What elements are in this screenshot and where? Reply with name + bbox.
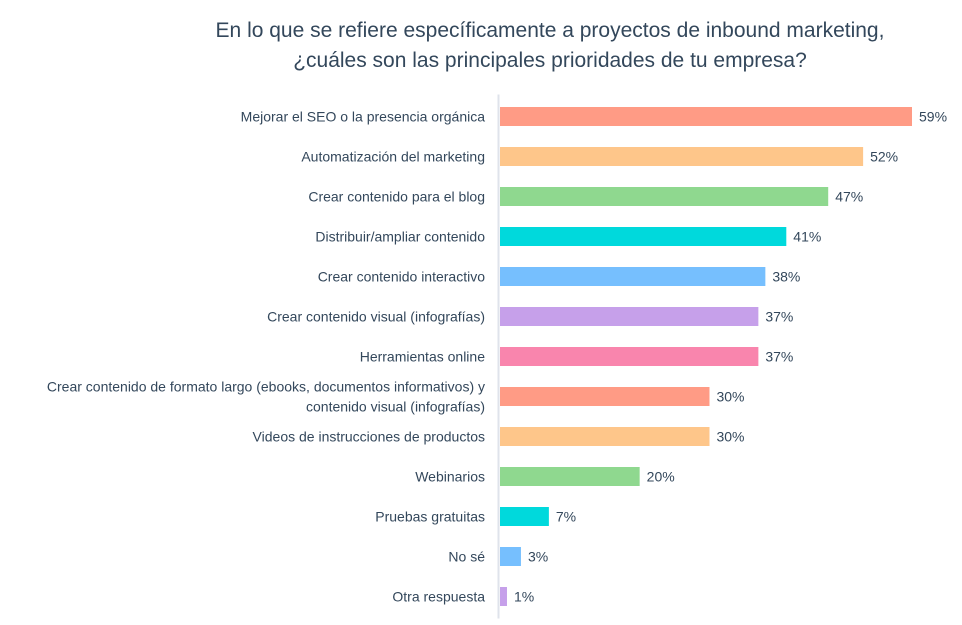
category-label-line: Crear contenido para el blog — [308, 189, 485, 205]
category-label-3: Crear contenido para el blog — [308, 189, 485, 205]
category-label-6: Crear contenido visual (infografías) — [267, 309, 485, 325]
value-label-3: 47% — [835, 189, 863, 205]
category-label-line: Crear contenido de formato largo (ebooks… — [47, 379, 485, 395]
value-label-1: 59% — [919, 109, 947, 125]
value-label-7: 37% — [765, 349, 793, 365]
bars-group — [500, 107, 912, 606]
bar-2 — [500, 147, 864, 166]
bar-11 — [500, 507, 549, 526]
chart-title: En lo que se refiere específicamente a p… — [180, 16, 920, 76]
category-label-9: Videos de instrucciones de productos — [253, 429, 485, 445]
category-label-line: Herramientas online — [360, 349, 485, 365]
category-label-2: Automatización del marketing — [301, 149, 485, 165]
category-label-10: Webinarios — [415, 469, 485, 485]
bar-7 — [500, 347, 759, 366]
bar-4 — [500, 227, 787, 246]
category-labels-group: Mejorar el SEO o la presencia orgánica Au… — [47, 109, 485, 605]
bar-8 — [500, 387, 710, 406]
category-label-4: Distribuir/ampliar contenido — [315, 229, 485, 245]
value-label-11: 7% — [556, 509, 576, 525]
value-label-12: 3% — [528, 549, 548, 565]
chart-title-line-2: ¿cuáles son las principales prioridades … — [293, 49, 807, 72]
category-label-5: Crear contenido interactivo — [318, 269, 486, 285]
category-label-line: Automatización del marketing — [301, 149, 485, 165]
value-label-10: 20% — [647, 469, 675, 485]
value-label-4: 41% — [793, 229, 821, 245]
category-label-line: Crear contenido visual (infografías) — [267, 309, 485, 325]
value-label-2: 52% — [870, 149, 898, 165]
value-label-9: 30% — [716, 429, 744, 445]
category-label-11: Pruebas gratuitas — [375, 509, 485, 525]
bar-5 — [500, 267, 766, 286]
bar-12 — [500, 547, 521, 566]
category-label-line: Webinarios — [415, 469, 485, 485]
category-label-12: No sé — [448, 549, 485, 565]
bar-1 — [500, 107, 912, 126]
category-label-line: No sé — [448, 549, 485, 565]
bar-10 — [500, 467, 640, 486]
chart-title-line-1: En lo que se refiere específicamente a p… — [215, 19, 885, 42]
bar-9 — [500, 427, 710, 446]
category-label-line: Videos de instrucciones de productos — [253, 429, 485, 445]
category-label-line: Pruebas gratuitas — [375, 509, 485, 525]
bar-3 — [500, 187, 829, 206]
value-labels-group: 59% 52% 47% 41% 38% 37% 37% 30% 30% 20% 7% 3% 1% — [514, 109, 947, 605]
value-label-13: 1% — [514, 589, 534, 605]
category-label-7: Herramientas online — [360, 349, 485, 365]
value-label-8: 30% — [716, 389, 744, 405]
category-label-8: Crear contenido de formato largo (ebooks… — [47, 379, 485, 415]
category-label-13: Otra respuesta — [392, 589, 485, 605]
value-label-6: 37% — [765, 309, 793, 325]
category-label-line: Mejorar el SEO o la presencia orgánica — [241, 109, 486, 125]
value-label-5: 38% — [772, 269, 800, 285]
bar-13 — [500, 587, 507, 606]
category-label-line: Otra respuesta — [392, 589, 485, 605]
category-label-line: contenido visual (infografías) — [306, 399, 485, 415]
category-label-line: Crear contenido interactivo — [318, 269, 486, 285]
category-label-line: Distribuir/ampliar contenido — [315, 229, 485, 245]
category-label-1: Mejorar el SEO o la presencia orgánica — [241, 109, 486, 125]
bar-6 — [500, 307, 759, 326]
